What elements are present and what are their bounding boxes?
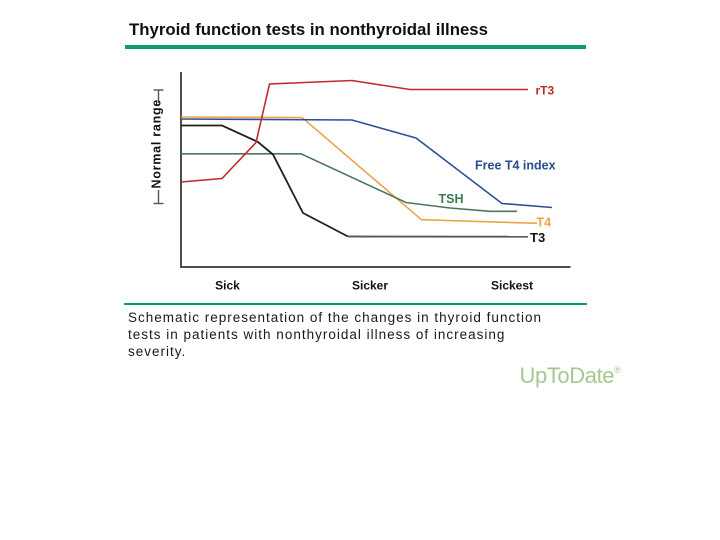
svg-text:TSH: TSH xyxy=(439,192,464,206)
svg-text:Sick: Sick xyxy=(215,279,240,293)
svg-text:rT3: rT3 xyxy=(536,84,555,98)
svg-text:Sicker: Sicker xyxy=(352,279,388,293)
svg-text:Sickest: Sickest xyxy=(491,279,533,293)
svg-text:T3: T3 xyxy=(530,230,545,245)
svg-text:Normal range: Normal range xyxy=(149,99,163,189)
svg-text:Free T4 index: Free T4 index xyxy=(475,159,556,173)
svg-text:T4: T4 xyxy=(537,216,552,230)
